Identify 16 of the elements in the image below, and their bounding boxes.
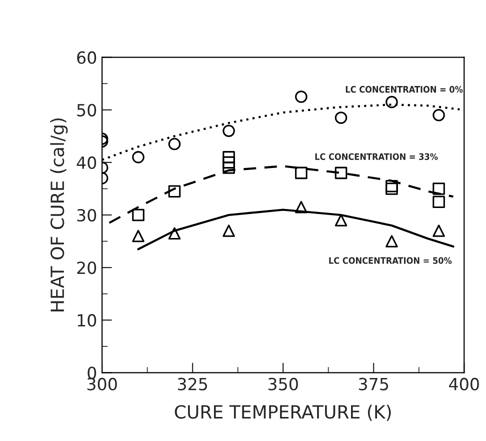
x-axis-title: CURE TEMPERATURE (K) xyxy=(174,404,391,421)
x-tick-label: 375 xyxy=(358,378,388,390)
y-axis-title: HEAT OF CURE (cal/g) xyxy=(50,118,68,312)
x-tick-label: 350 xyxy=(268,378,298,390)
y-tick-label: 10 xyxy=(78,314,96,327)
x-tick-label: 325 xyxy=(178,378,208,390)
series-label: LC CONCENTRATION = 33% xyxy=(315,153,438,160)
series-label: LC CONCENTRATION = 50% xyxy=(329,257,452,264)
y-tick-label: 20 xyxy=(77,262,96,274)
y-tick-label: 60 xyxy=(77,51,96,64)
x-tick-label: 400 xyxy=(449,378,479,390)
y-tick-label: 30 xyxy=(77,208,96,222)
x-tick-label: 300 xyxy=(87,378,117,390)
y-tick-label: 40 xyxy=(76,156,96,170)
y-tick-label: 50 xyxy=(77,104,96,116)
series-label: LC CONCENTRATION = 0% xyxy=(346,86,463,93)
